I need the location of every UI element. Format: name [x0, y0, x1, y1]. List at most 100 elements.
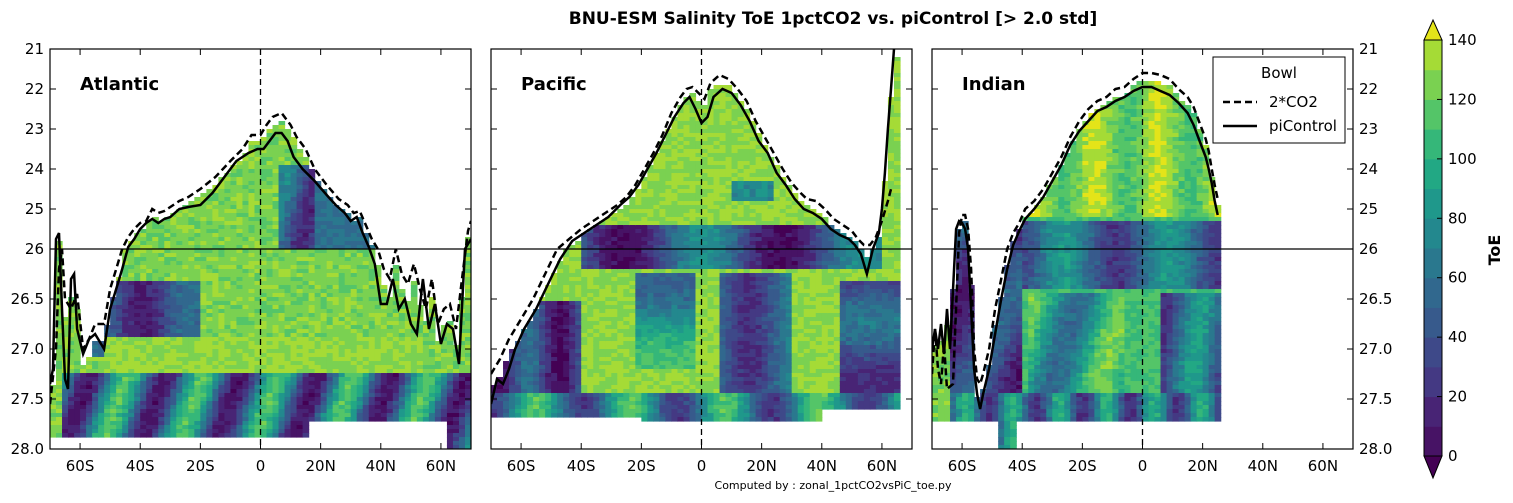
toe-cell: [164, 301, 171, 306]
toe-cell: [296, 297, 304, 302]
toe-cell: [527, 393, 534, 398]
toe-cell: [683, 225, 691, 230]
toe-cell: [266, 285, 274, 290]
toe-cell: [200, 409, 207, 414]
toe-cell: [188, 337, 195, 342]
toe-cell: [320, 377, 328, 382]
toe-cell: [182, 377, 189, 382]
toe-cell: [248, 181, 256, 186]
toe-cell: [356, 241, 364, 246]
toe-cell: [557, 413, 564, 418]
toe-cell: [128, 397, 135, 402]
toe-cell: [332, 365, 340, 370]
toe-cell: [218, 381, 226, 386]
toe-cell: [527, 413, 534, 418]
toe-cell: [146, 265, 153, 270]
toe-cell: [140, 421, 147, 426]
toe-cell: [647, 173, 654, 178]
toe-cell: [194, 301, 201, 306]
toe-cell: [641, 329, 648, 334]
toe-cell: [404, 373, 412, 378]
toe-cell: [398, 377, 406, 382]
toe-cell: [569, 309, 576, 314]
toe-cell: [302, 197, 310, 202]
toe-cell: [248, 249, 256, 254]
toe-cell: [230, 269, 238, 274]
toe-cell: [539, 341, 546, 346]
toe-cell: [509, 401, 516, 406]
toe-cell: [290, 205, 298, 210]
toe-cell: [593, 301, 600, 306]
toe-cell: [575, 317, 582, 322]
toe-cell: [74, 365, 81, 370]
toe-cell: [647, 389, 654, 394]
toe-cell: [122, 353, 129, 358]
toe-cell: [641, 245, 648, 250]
toe-cell: [296, 161, 304, 166]
toe-cell: [440, 417, 448, 422]
toe-cell: [527, 389, 534, 394]
toe-cell: [677, 153, 685, 158]
toe-cell: [128, 413, 135, 418]
toe-cell: [527, 365, 534, 370]
toe-cell: [104, 409, 111, 414]
toe-cell: [659, 309, 667, 314]
toe-cell: [527, 325, 534, 330]
toe-cell: [503, 361, 510, 366]
toe-cell: [677, 197, 685, 202]
toe-cell: [266, 417, 274, 422]
toe-cell: [683, 185, 691, 190]
toe-cell: [56, 405, 63, 410]
toe-cell: [308, 381, 316, 386]
toe-cell: [122, 433, 129, 438]
toe-cell: [98, 369, 105, 374]
toe-cell: [605, 337, 612, 342]
toe-cell: [230, 301, 238, 306]
toe-cell: [575, 297, 582, 302]
toe-cell: [152, 433, 159, 438]
toe-cell: [206, 301, 213, 306]
toe-cell: [140, 241, 147, 246]
toe-cell: [380, 405, 388, 410]
toe-cell: [254, 313, 262, 318]
toe-cell: [272, 181, 280, 186]
toe-cell: [158, 289, 165, 294]
toe-cell: [326, 245, 334, 250]
toe-cell: [158, 389, 165, 394]
toe-cell: [56, 389, 63, 394]
toe-cell: [254, 417, 262, 422]
toe-cell: [200, 253, 207, 258]
toe-cell: [569, 377, 576, 382]
toe-cell: [164, 429, 171, 434]
toe-cell: [200, 421, 207, 426]
toe-cell: [344, 241, 352, 246]
toe-cell: [62, 385, 69, 390]
toe-cell: [527, 385, 534, 390]
toe-cell: [212, 241, 219, 246]
toe-cell: [284, 349, 292, 354]
toe-cell: [290, 177, 298, 182]
toe-cell: [665, 405, 673, 410]
toe-cell: [338, 333, 346, 338]
toe-cell: [581, 261, 588, 266]
toe-cell: [152, 249, 159, 254]
toe-cell: [587, 405, 594, 410]
toe-cell: [647, 257, 654, 262]
toe-cell: [278, 381, 286, 386]
toe-cell: [182, 249, 189, 254]
toe-cell: [242, 393, 250, 398]
toe-cell: [599, 389, 606, 394]
toe-cell: [557, 393, 564, 398]
toe-cell: [110, 333, 117, 338]
toe-cell: [164, 285, 171, 290]
toe-cell: [116, 309, 123, 314]
toe-cell: [326, 225, 334, 230]
toe-cell: [338, 389, 346, 394]
toe-cell: [254, 361, 262, 366]
toe-cell: [110, 421, 117, 426]
toe-cell: [338, 401, 346, 406]
toe-cell: [338, 365, 346, 370]
bowl-2co2-line: [50, 111, 471, 405]
toe-cell: [575, 333, 582, 338]
toe-cell: [218, 373, 226, 378]
